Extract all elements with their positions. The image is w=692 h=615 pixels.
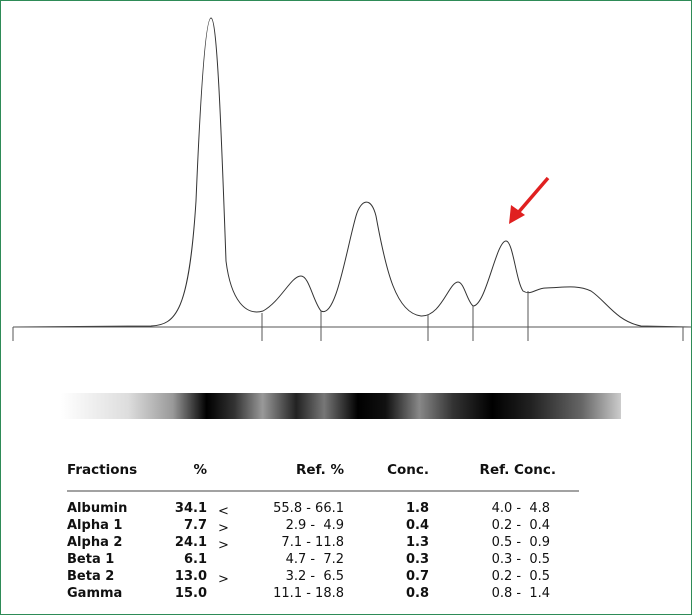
ref-percent: 3.2 - 6.5	[241, 569, 344, 585]
flag: >	[218, 521, 229, 537]
percent: 6.1	[151, 552, 207, 568]
percent: 13.0	[151, 569, 207, 585]
conc: 0.7	[371, 569, 429, 585]
fraction-name: Alpha 2	[67, 535, 122, 551]
percent: 7.7	[151, 518, 207, 534]
conc: 0.8	[371, 586, 429, 602]
baseline	[13, 327, 691, 341]
ref-percent: 7.1 - 11.8	[241, 535, 344, 551]
fraction-name: Beta 1	[67, 552, 114, 568]
conc: 1.3	[371, 535, 429, 551]
column-header: %	[151, 462, 207, 478]
ref-percent: 11.1 - 18.8	[241, 586, 344, 602]
arrow	[509, 178, 548, 224]
flag: <	[218, 504, 229, 520]
ref-conc: 0.2 - 0.5	[456, 569, 550, 585]
fraction-name: Albumin	[67, 501, 127, 517]
conc: 0.3	[371, 552, 429, 568]
column-header: Ref. Conc.	[456, 462, 556, 478]
column-header: Fractions	[67, 462, 137, 478]
percent: 34.1	[151, 501, 207, 517]
percent: 15.0	[151, 586, 207, 602]
trace	[13, 18, 691, 327]
ref-percent: 2.9 - 4.9	[241, 518, 344, 534]
fraction-name: Alpha 1	[67, 518, 122, 534]
flag: >	[218, 538, 229, 554]
fraction-name: Beta 2	[67, 569, 114, 585]
gel-band	[61, 393, 621, 419]
fraction-dividers	[262, 291, 528, 341]
ref-conc: 0.2 - 0.4	[456, 518, 550, 534]
ref-conc: 4.0 - 4.8	[456, 501, 550, 517]
fraction-name: Gamma	[67, 586, 122, 602]
percent: 24.1	[151, 535, 207, 551]
flag: >	[218, 572, 229, 588]
ref-percent: 55.8 - 66.1	[241, 501, 344, 517]
column-header: Ref. %	[241, 462, 344, 478]
conc: 0.4	[371, 518, 429, 534]
ref-conc: 0.3 - 0.5	[456, 552, 550, 568]
ref-conc: 0.5 - 0.9	[456, 535, 550, 551]
conc: 1.8	[371, 501, 429, 517]
report: Fractions% Ref. % Conc. Ref. Conc. Albumin 34…	[0, 0, 692, 615]
ref-conc: 0.8 - 1.4	[456, 586, 550, 602]
ref-percent: 4.7 - 7.2	[241, 552, 344, 568]
column-header: Conc.	[371, 462, 429, 478]
